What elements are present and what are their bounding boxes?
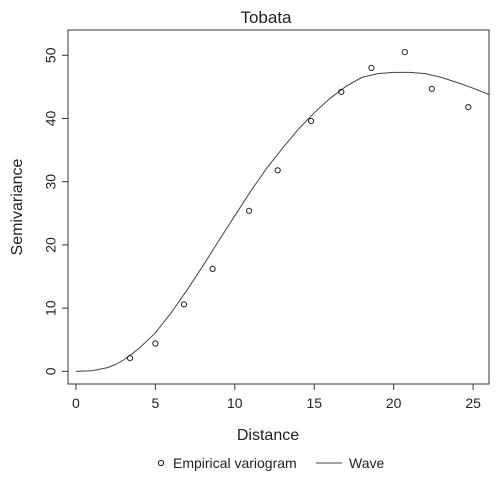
y-tick-label: 20 [43, 237, 59, 253]
empirical-point [401, 49, 408, 56]
empirical-point [180, 301, 188, 308]
y-tick-label: 10 [43, 300, 59, 316]
empirical-point [126, 355, 134, 362]
legend: Empirical variogram Wave [157, 455, 384, 471]
x-tick-label: 20 [386, 395, 402, 411]
wave-model-line [75, 71, 490, 372]
empirical-point [274, 167, 281, 174]
empirical-point [338, 88, 345, 96]
y-tick-label: 40 [43, 111, 59, 127]
empirical-point [308, 117, 315, 125]
empirical-point [152, 340, 159, 347]
empirical-point [209, 265, 216, 272]
legend-label-line: Wave [349, 455, 384, 471]
y-axis-label: Semivariance [9, 158, 26, 255]
x-tick-label: 0 [72, 395, 80, 411]
plot-frame [67, 29, 490, 385]
y-tick-label: 30 [43, 174, 59, 190]
x-tick-label: 10 [227, 395, 243, 411]
x-tick-label: 15 [306, 395, 322, 411]
x-tick-label: 5 [151, 395, 159, 411]
x-tick-label: 25 [465, 395, 481, 411]
legend-marker-points [157, 459, 165, 467]
y-tick-label: 0 [43, 367, 59, 375]
y-axis: 0 10 20 30 40 50 [43, 47, 68, 375]
empirical-point [368, 64, 375, 72]
chart-title: Tobata [240, 8, 292, 27]
empirical-point [465, 104, 472, 111]
plot-area [75, 49, 490, 372]
x-axis-label: Distance [237, 427, 299, 444]
empirical-point [428, 85, 435, 92]
x-axis: 0 5 10 15 20 25 [72, 384, 481, 411]
legend-label-points: Empirical variogram [173, 455, 297, 471]
empirical-point [246, 207, 253, 214]
y-tick-label: 50 [43, 47, 59, 63]
